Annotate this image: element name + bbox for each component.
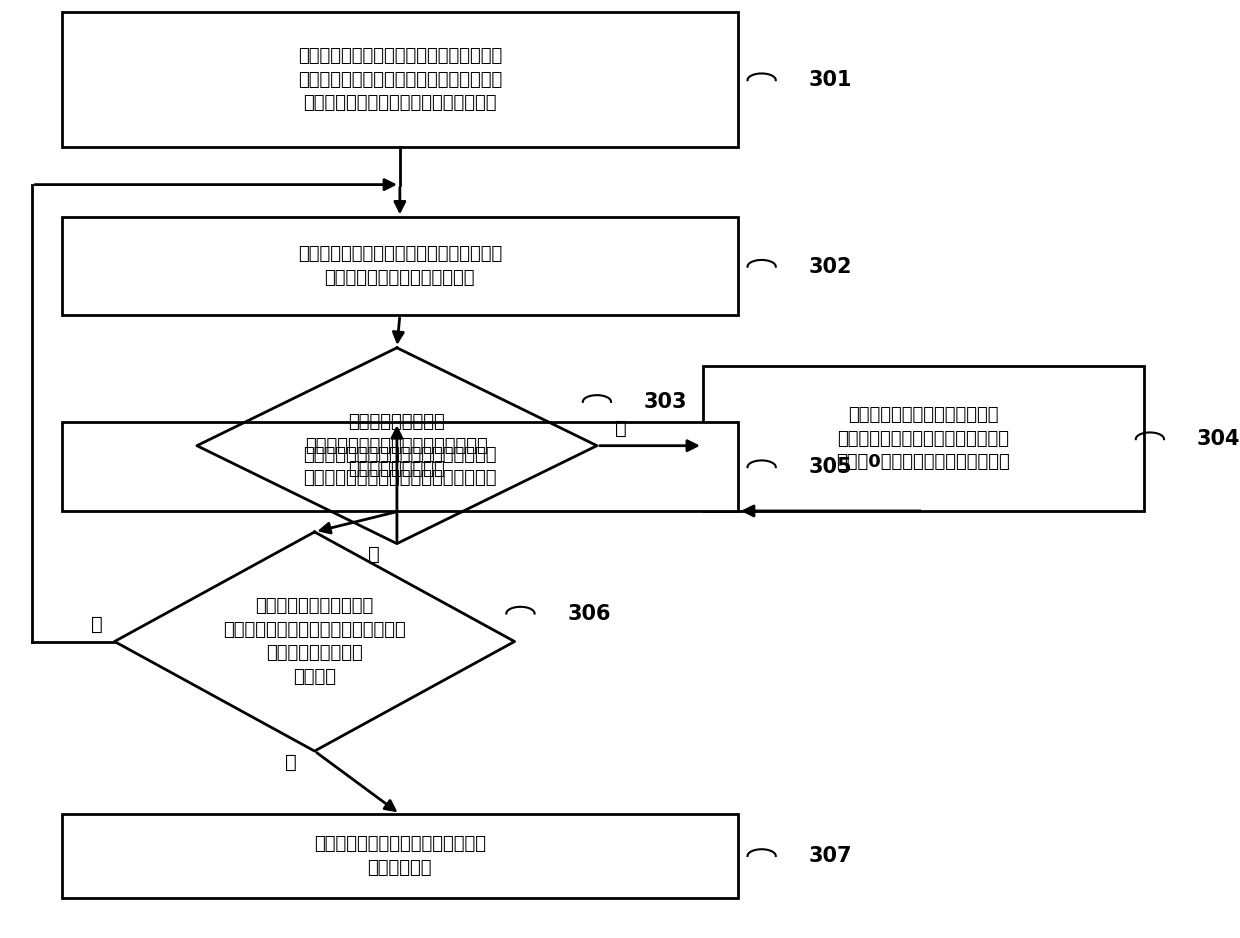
Text: 306: 306 — [568, 603, 611, 624]
Text: 硬件路由表管理装置将软件路由
表中路由信息对应的未命中间隔时间
设置为0，并清空路由信息的命中位: 硬件路由表管理装置将软件路由 表中路由信息对应的未命中间隔时间 设置为0，并清空… — [837, 406, 1011, 471]
Bar — [62, 814, 738, 898]
Text: 305: 305 — [808, 457, 852, 477]
Text: 硬件路由表管理装置定时读取所述硬件路由
表中每条路由信息的命中位信息: 硬件路由表管理装置定时读取所述硬件路由 表中每条路由信息的命中位信息 — [298, 246, 502, 287]
Bar — [62, 218, 738, 315]
Text: 307: 307 — [808, 846, 852, 866]
Text: 302: 302 — [808, 257, 852, 277]
Text: 硬件路由表管理装置从硬件路由表中
删除路由信息: 硬件路由表管理装置从硬件路由表中 删除路由信息 — [314, 835, 486, 877]
Text: 否: 否 — [91, 615, 103, 634]
Bar — [703, 367, 1145, 511]
Text: 硬件路由表管理装置判断
路由信息对应的未命中间隔时间是否超
过预设的未命中间隔
时间阈值: 硬件路由表管理装置判断 路由信息对应的未命中间隔时间是否超 过预设的未命中间隔 … — [223, 598, 405, 686]
Text: 硬件路由表管理装置将由协议控制装置向硬
件转发装置通告的路由信息拷贝到软件路由
表中，并将路由信息设置在硬件路由表中: 硬件路由表管理装置将由协议控制装置向硬 件转发装置通告的路由信息拷贝到软件路由 … — [298, 47, 502, 113]
Text: 否: 否 — [367, 545, 379, 565]
Text: 硬件路由表管理装置
根据获取的路由信息的命中位信息判断
路由信息是否被命中: 硬件路由表管理装置 根据获取的路由信息的命中位信息判断 路由信息是否被命中 — [305, 413, 489, 478]
Text: 303: 303 — [644, 392, 687, 412]
Text: 304: 304 — [1197, 430, 1240, 449]
Text: 硬件路由表管理装置将所述软件路由表中
路由信息对应的未命中间隔时间进行更新: 硬件路由表管理装置将所述软件路由表中 路由信息对应的未命中间隔时间进行更新 — [303, 446, 496, 488]
Bar — [62, 422, 738, 511]
Bar — [62, 12, 738, 147]
Text: 是: 是 — [285, 753, 296, 772]
Text: 301: 301 — [808, 70, 852, 90]
Text: 是: 是 — [615, 419, 626, 438]
